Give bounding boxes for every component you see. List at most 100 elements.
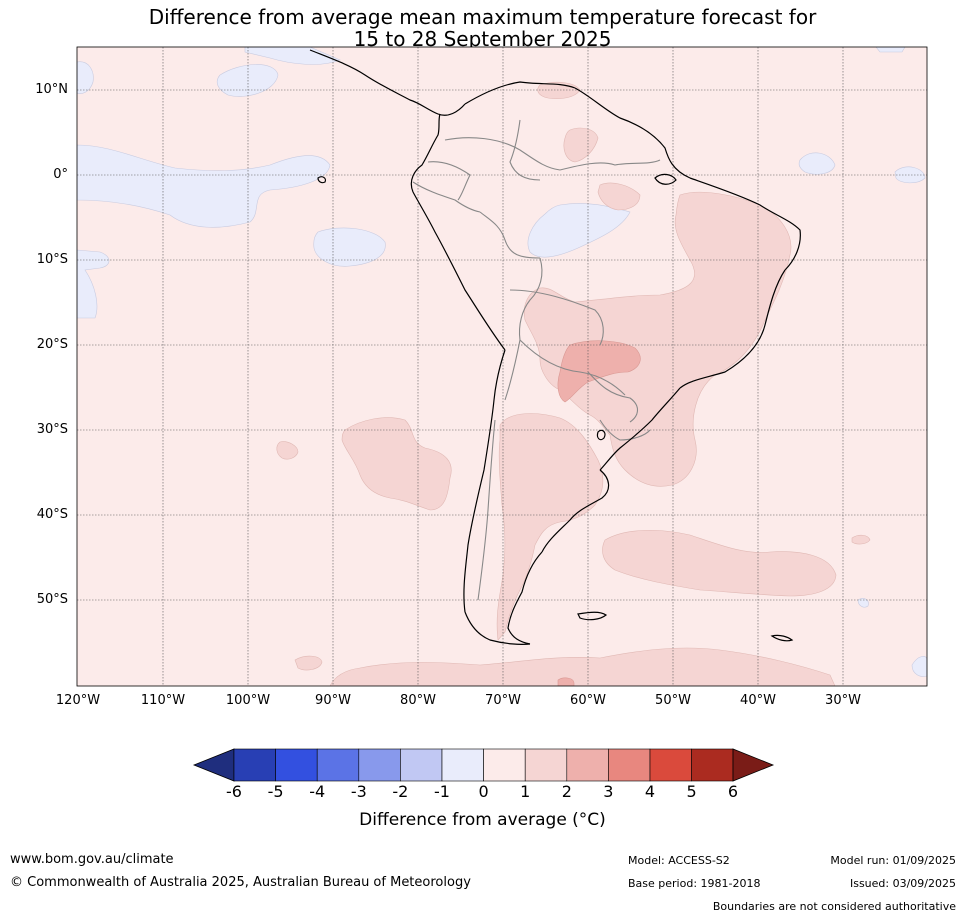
lon-label-40w: 40°W [740,693,776,708]
colorbar-tick-1: -5 [267,782,284,801]
cool-region-north-top [244,47,341,65]
warm-region-venezuela [563,127,599,163]
strong-warm-region-south-patch [557,677,575,686]
cool-region-south-atlantic [857,598,869,608]
colorbar-cell-4 [358,748,401,782]
lat-label-30s: 30°S [36,422,68,437]
coast-south-georgia [770,634,794,642]
colorbar-tick-12: 6 [727,782,739,801]
warm-region-brazil [523,191,792,487]
footer-model: Model: ACCESS-S2 [628,854,730,867]
colorbar-cell-11 [649,748,692,782]
footer-boundaries-note: Boundaries are not considered authoritat… [712,900,956,913]
coast-chile [463,349,506,613]
warm-region-pacific-patch [276,441,299,460]
map-graticule [77,47,927,686]
colorbar-tick-6: 0 [478,782,489,801]
strong-warm-regions [557,340,641,686]
colorbar-tick-5: -1 [434,782,450,801]
cool-region-west-edge [77,249,110,319]
warm-region-pacific-south [341,417,452,511]
footer-issued: Issued: 03/09/2025 [849,877,956,890]
warm-region-south-patch [294,655,323,671]
lon-label-90w: 90°W [315,693,351,708]
coast-marajo [654,173,677,185]
colorbar-tick-0: -6 [226,782,242,801]
coast-east [679,269,786,389]
colorbar [192,748,775,782]
cool-region-atlantic [798,152,836,175]
map-frame [76,46,928,687]
colorbar-cell-12 [691,748,734,782]
colorbar-cell-1 [233,748,276,782]
colorbar-cell-13 [732,748,775,782]
lon-label-50w: 50°W [655,693,691,708]
colorbar-tick-11: 5 [686,782,697,801]
colorbar-tick-2: -4 [309,782,326,801]
chart-title-line2: 15 to 28 September 2025 [353,27,612,51]
footer-copyright: © Commonwealth of Australia 2025, Austra… [10,875,471,890]
cool-region-north-east [875,47,906,53]
cool-anomaly-regions [77,47,927,677]
coast-central-america [309,49,466,116]
lon-label-100w: 100°W [225,693,271,708]
colorbar-cell-3 [316,748,360,782]
strong-warm-region-pantanal [557,340,641,403]
cool-region-pacific-north [216,64,279,97]
colorbar-cell-7 [483,748,526,782]
lon-label-70w: 70°W [485,693,521,708]
colorbar-tick-9: 3 [603,782,614,801]
coast-lagoon [596,429,606,441]
forecast-map [76,46,928,687]
colorbar-tick-8: 2 [561,782,572,801]
coast-tierra-del-fuego [464,611,531,645]
colorbar-tick-7: 1 [520,782,531,801]
lon-label-80w: 80°W [400,693,436,708]
coast-southeast [599,387,681,471]
colorbar-cell-10 [608,748,651,782]
lat-label-40s: 40°S [36,507,68,522]
warm-anomaly-regions [276,81,871,686]
cool-region-atlantic-east [894,166,926,184]
country-borders [412,119,661,601]
lon-label-110w: 110°W [140,693,186,708]
coast-ecuador [410,113,441,193]
cool-region-north-west [77,61,94,94]
coast-patagonia [507,551,543,645]
colorbar-cell-5 [400,748,443,782]
chart-title-line1: Difference from average mean maximum tem… [148,5,817,29]
lat-label-10n: 10°N [35,82,68,97]
lon-label-120w: 120°W [55,693,101,708]
coast-caribbean [464,81,576,105]
colorbar-cell-8 [524,748,568,782]
footer-url: www.bom.gov.au/climate [10,852,174,867]
lat-label-20s: 20°S [36,337,68,352]
lat-label-50s: 50°S [36,592,68,607]
cool-region-south-east [911,656,927,677]
footer-base-period: Base period: 1981-2018 [628,877,761,890]
colorbar-cell-9 [566,748,609,782]
lon-label-60w: 60°W [570,693,606,708]
cool-region-pacific-equatorial [77,144,331,228]
lat-label-0: 0° [53,167,68,182]
colorbar-tick-3: -3 [350,782,367,801]
lon-label-30w: 30°W [825,693,861,708]
warm-region-guianas [597,182,641,211]
colorbar-cell-6 [441,748,484,782]
colorbar-cell-2 [275,748,318,782]
footer-model-run: Model run: 01/09/2025 [830,854,956,867]
coast-rio-plata [541,469,610,553]
coast-galapagos [317,176,327,184]
coast-falklands [577,611,608,621]
coast-north [574,87,691,179]
coast-peru [412,191,506,351]
warm-region-east-patch [851,534,871,545]
colorbar-label: Difference from average (°C) [359,810,606,830]
coast-northeast [689,177,801,271]
colorbar-tick-10: 4 [644,782,656,801]
coastlines [309,49,801,645]
warm-region-argentina [496,413,604,641]
colorbar-cell-0 [192,748,235,782]
warm-region-patagonia-sea [602,529,837,597]
cool-region-pacific-south [313,227,386,267]
